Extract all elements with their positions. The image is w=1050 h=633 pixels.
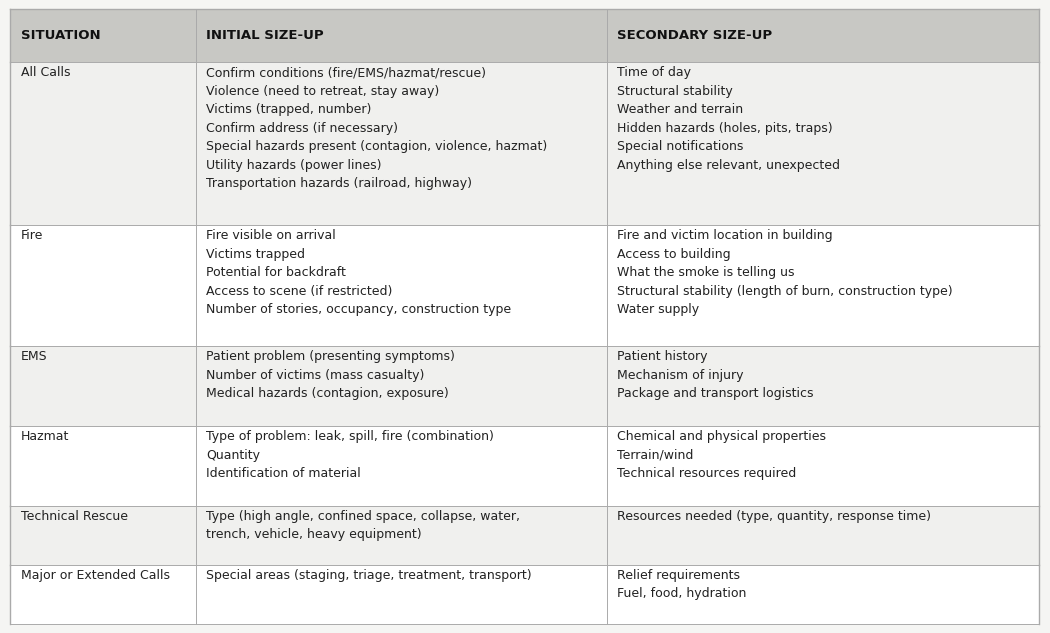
Text: SECONDARY SIZE-UP: SECONDARY SIZE-UP xyxy=(617,29,773,42)
FancyBboxPatch shape xyxy=(10,9,1038,62)
Text: Type (high angle, confined space, collapse, water,
trench, vehicle, heavy equipm: Type (high angle, confined space, collap… xyxy=(206,510,520,541)
Text: Fire: Fire xyxy=(21,229,43,242)
Text: SITUATION: SITUATION xyxy=(21,29,101,42)
Text: Relief requirements
Fuel, food, hydration: Relief requirements Fuel, food, hydratio… xyxy=(617,569,747,600)
Text: Time of day
Structural stability
Weather and terrain
Hidden hazards (holes, pits: Time of day Structural stability Weather… xyxy=(617,66,840,172)
Text: Patient history
Mechanism of injury
Package and transport logistics: Patient history Mechanism of injury Pack… xyxy=(617,351,814,400)
FancyBboxPatch shape xyxy=(10,346,1038,426)
FancyBboxPatch shape xyxy=(10,565,1038,624)
Text: INITIAL SIZE-UP: INITIAL SIZE-UP xyxy=(206,29,323,42)
Text: EMS: EMS xyxy=(21,351,47,363)
Text: Fire and victim location in building
Access to building
What the smoke is tellin: Fire and victim location in building Acc… xyxy=(617,229,953,316)
Text: Fire visible on arrival
Victims trapped
Potential for backdraft
Access to scene : Fire visible on arrival Victims trapped … xyxy=(206,229,511,316)
Text: Confirm conditions (fire/EMS/hazmat/rescue)
Violence (need to retreat, stay away: Confirm conditions (fire/EMS/hazmat/resc… xyxy=(206,66,547,191)
Text: Special areas (staging, triage, treatment, transport): Special areas (staging, triage, treatmen… xyxy=(206,569,531,582)
Text: Patient problem (presenting symptoms)
Number of victims (mass casualty)
Medical : Patient problem (presenting symptoms) Nu… xyxy=(206,351,455,400)
Text: Resources needed (type, quantity, response time): Resources needed (type, quantity, respon… xyxy=(617,510,931,523)
Text: Technical Rescue: Technical Rescue xyxy=(21,510,128,523)
FancyBboxPatch shape xyxy=(10,426,1038,506)
Text: Hazmat: Hazmat xyxy=(21,430,69,443)
Text: Type of problem: leak, spill, fire (combination)
Quantity
Identification of mate: Type of problem: leak, spill, fire (comb… xyxy=(206,430,494,480)
Text: All Calls: All Calls xyxy=(21,66,70,79)
FancyBboxPatch shape xyxy=(10,62,1038,225)
FancyBboxPatch shape xyxy=(10,506,1038,565)
Text: Chemical and physical properties
Terrain/wind
Technical resources required: Chemical and physical properties Terrain… xyxy=(617,430,826,480)
Text: Major or Extended Calls: Major or Extended Calls xyxy=(21,569,170,582)
FancyBboxPatch shape xyxy=(10,225,1038,346)
